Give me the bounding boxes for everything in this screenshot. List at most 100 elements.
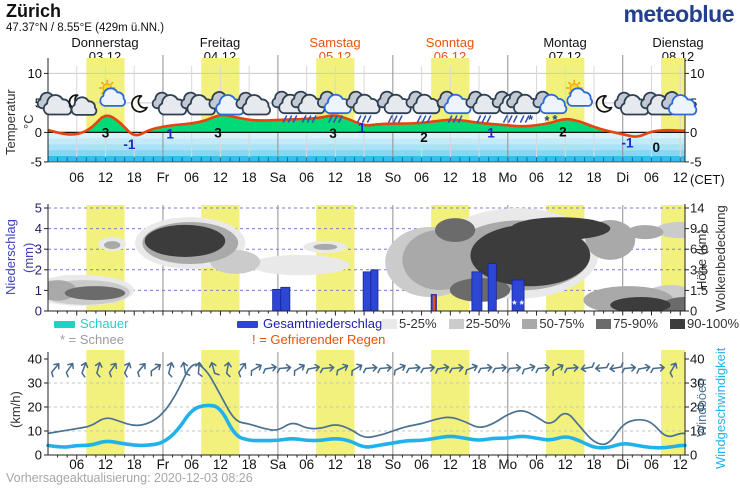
svg-text:1.5: 1.5 <box>690 283 708 298</box>
svg-text:-5: -5 <box>30 154 42 169</box>
weather-icon-rain <box>290 90 326 123</box>
cloud-level-item: 90-100% <box>670 316 739 331</box>
weather-icon-rain <box>345 90 381 123</box>
svg-text:Mo: Mo <box>498 457 517 472</box>
weather-icon-moon <box>131 95 148 113</box>
cloud-cover-contours <box>48 208 685 311</box>
svg-text:1: 1 <box>35 283 42 298</box>
svg-text:18: 18 <box>586 457 601 472</box>
svg-text:06: 06 <box>644 170 659 185</box>
svg-text:0: 0 <box>35 448 42 463</box>
svg-text:1: 1 <box>358 120 366 135</box>
svg-text:40: 40 <box>28 352 42 367</box>
svg-text:*: * <box>552 112 558 127</box>
svg-text:06: 06 <box>529 170 544 185</box>
svg-text:*: * <box>544 113 550 128</box>
weather-icon-moon-cloud <box>68 94 98 116</box>
svg-text:3.5: 3.5 <box>690 262 708 277</box>
svg-text:06: 06 <box>299 457 314 472</box>
svg-text:30: 30 <box>690 376 704 391</box>
svg-text:06: 06 <box>69 170 84 185</box>
weather-icon-snow: * * <box>532 90 568 128</box>
svg-text:06: 06 <box>299 170 314 185</box>
svg-text:-1: -1 <box>123 137 135 152</box>
weather-icon-cloud <box>180 91 216 116</box>
forecast-update-timestamp: Vorhersageaktualisierung: 2020-12-03 08:… <box>6 471 253 485</box>
cloud-level-item: 25-50% <box>448 316 510 331</box>
svg-text:Sa: Sa <box>270 457 287 472</box>
svg-text:12: 12 <box>213 170 228 185</box>
svg-text:12: 12 <box>328 170 343 185</box>
temperature-axis-unit: °C <box>21 114 36 130</box>
svg-text:0: 0 <box>35 304 42 319</box>
legend-cloud-cover: 5-25% 25-50% 50-75% 75-90% 90-100% <box>382 316 740 331</box>
svg-text:Sa: Sa <box>270 170 287 185</box>
weather-icon-rain-blue <box>316 90 352 123</box>
svg-text:5: 5 <box>35 201 42 216</box>
svg-text:9.0: 9.0 <box>690 221 708 236</box>
svg-text:18: 18 <box>242 457 257 472</box>
svg-text:1: 1 <box>487 126 495 141</box>
time-axis-labels: 06 06 12 12 18 18 Fr Fr 06 06 12 12 18 18 Sa Sa 06 06 12 12… <box>69 170 688 472</box>
svg-text:18: 18 <box>127 170 142 185</box>
svg-text:20: 20 <box>690 400 704 415</box>
legend-shower: Schauer <box>54 316 128 331</box>
svg-text:30: 30 <box>28 376 42 391</box>
svg-text:Fr: Fr <box>157 457 170 472</box>
svg-text:Mo: Mo <box>498 170 517 185</box>
weather-icon-sun-cloud <box>99 79 126 107</box>
weather-icon-cloud <box>151 91 188 116</box>
precipitation-panel: * * 5 4 3 2 1 0 14 9.0 6.0 3.5 1.5 0 <box>35 201 708 319</box>
svg-text:18: 18 <box>472 457 487 472</box>
svg-text:4: 4 <box>35 221 42 236</box>
weather-icon-cloud <box>36 91 73 116</box>
svg-text:So: So <box>385 457 402 472</box>
legend-total-precip: Gesamtniederschlag <box>237 316 382 331</box>
svg-text:12: 12 <box>673 170 688 185</box>
height-axis-title: Höhe (km) <box>694 229 709 291</box>
cloud-level-item: 75-90% <box>596 316 658 331</box>
weather-icon-cloud-blue <box>661 91 698 116</box>
svg-text:12: 12 <box>98 457 113 472</box>
svg-text:2: 2 <box>420 130 428 145</box>
weather-icon-rain <box>376 90 412 123</box>
svg-text:6.0: 6.0 <box>690 242 708 257</box>
svg-text:Fr: Fr <box>157 170 170 185</box>
svg-text:40: 40 <box>690 352 704 367</box>
svg-text:10: 10 <box>28 424 42 439</box>
weather-icon-sun-cloud <box>566 79 593 107</box>
legend-snow-note: * = Schnee <box>60 332 124 347</box>
svg-text:06: 06 <box>184 457 199 472</box>
svg-text:12: 12 <box>98 170 113 185</box>
meteoblue-logo: meteoblue <box>623 1 734 27</box>
page-title: Zürich <box>6 1 62 21</box>
cloud-level-item: 5-25% <box>382 316 437 331</box>
svg-text:-1: -1 <box>622 136 634 151</box>
svg-text:10: 10 <box>28 66 42 81</box>
precipitation-axis-unit: (mm) <box>21 242 36 273</box>
svg-text:0: 0 <box>690 304 697 319</box>
svg-text:0: 0 <box>653 140 661 155</box>
svg-text:12: 12 <box>443 457 458 472</box>
shower-swatch <box>54 321 75 329</box>
total-precip-swatch <box>237 321 258 329</box>
svg-text:0: 0 <box>690 448 697 463</box>
svg-text:06: 06 <box>184 170 199 185</box>
svg-text:3: 3 <box>214 125 222 140</box>
svg-text:3: 3 <box>35 242 42 257</box>
svg-text:18: 18 <box>357 457 372 472</box>
svg-text:2: 2 <box>35 262 42 277</box>
location-coordinates: 47.37°N / 8.55°E (429m ü.NN.) <box>6 22 165 34</box>
svg-text:12: 12 <box>673 457 688 472</box>
cloud-level-swatch <box>448 319 464 329</box>
svg-text:10: 10 <box>690 66 704 81</box>
windspeed-axis-title: Windgeschwindigkeit <box>713 347 728 469</box>
svg-text:06: 06 <box>69 457 84 472</box>
weather-icon-rain <box>465 90 501 123</box>
gusts-axis-title: Windböen <box>694 378 709 438</box>
svg-text:06: 06 <box>529 457 544 472</box>
svg-text:Di: Di <box>616 170 629 185</box>
svg-text:*: * <box>528 112 534 127</box>
